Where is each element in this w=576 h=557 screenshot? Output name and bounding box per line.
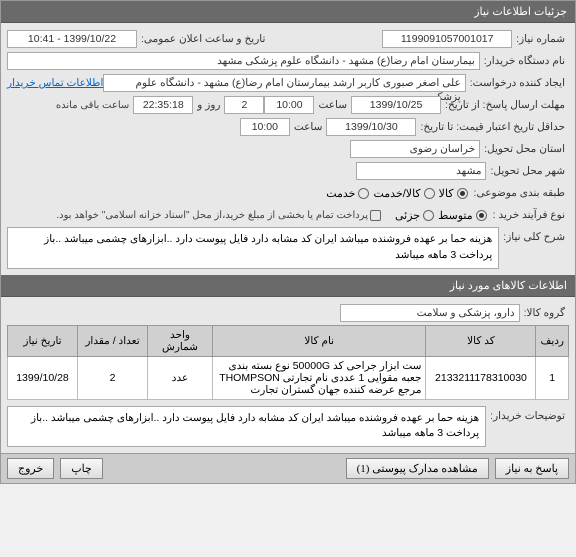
- radio-service-label: خدمت: [326, 187, 355, 200]
- province-label: استان محل تحویل:: [480, 142, 569, 156]
- footer-toolbar: پاسخ به نیاز مشاهده مدارک پیوستی (1) چاپ…: [1, 453, 575, 483]
- validity-label: حداقل تاریخ اعتبار قیمت: تا تاریخ:: [416, 120, 569, 134]
- goods-group-label: گروه کالا:: [520, 306, 569, 320]
- radio-minor-group[interactable]: جزئی: [395, 209, 434, 222]
- radio-service[interactable]: [358, 188, 369, 199]
- payment-check-group[interactable]: [370, 210, 381, 221]
- payment-checkbox[interactable]: [370, 210, 381, 221]
- need-number-field: 1199091057001017: [382, 30, 512, 48]
- city-field: مشهد: [356, 162, 486, 180]
- radio-goods-service[interactable]: [424, 188, 435, 199]
- buyer-org-field: بیمارستان امام رضا(ع) مشهد - دانشگاه علو…: [7, 52, 480, 70]
- payment-note: پرداخت تمام یا بخشی از مبلغ خرید،از محل …: [56, 210, 368, 221]
- close-button[interactable]: خروج: [7, 458, 54, 479]
- col-idx: ردیف: [536, 325, 569, 356]
- col-date: تاریخ نیاز: [8, 325, 78, 356]
- buyer-org-label: نام دستگاه خریدار:: [480, 54, 569, 68]
- radio-medium[interactable]: [476, 210, 487, 221]
- radio-goods[interactable]: [457, 188, 468, 199]
- budget-label: طبقه بندی موضوعی:: [470, 186, 569, 200]
- cell-code: 2133211178310030: [426, 356, 536, 399]
- col-code: کد کالا: [426, 325, 536, 356]
- goods-section-header: اطلاعات کالاهای مورد نیاز: [1, 275, 575, 297]
- summary-label: شرح کلی نیاز:: [499, 227, 569, 244]
- province-field: خراسان رضوی: [350, 140, 480, 158]
- day-and-label: روز و: [193, 98, 224, 112]
- goods-table: ردیف کد کالا نام کالا واحد شمارش تعداد /…: [7, 325, 569, 400]
- col-name: نام کالا: [213, 325, 426, 356]
- buyer-notes-text: هزینه حما بر عهده فروشنده میباشد ایران ک…: [7, 406, 486, 448]
- radio-medium-group[interactable]: متوسط: [438, 209, 487, 222]
- radio-service-group[interactable]: خدمت: [326, 187, 369, 200]
- reply-button[interactable]: پاسخ به نیاز: [495, 458, 569, 479]
- remaining-label: ساعت باقی مانده: [52, 99, 133, 112]
- cell-date: 1399/10/28: [8, 356, 78, 399]
- deadline-countdown: 22:35:18: [133, 96, 193, 114]
- process-label: نوع فرآیند خرید :: [489, 208, 569, 222]
- announce-label: تاریخ و ساعت اعلان عمومی:: [137, 32, 269, 46]
- deadline-days: 2: [224, 96, 264, 114]
- creator-label: ایجاد کننده درخواست:: [466, 76, 569, 90]
- summary-text: هزینه حما بر عهده فروشنده میباشد ایران ک…: [7, 227, 499, 269]
- goods-group-field: دارو، پزشکی و سلامت: [340, 304, 520, 322]
- validity-date: 1399/10/30: [326, 118, 416, 136]
- radio-goods-service-group[interactable]: کالا/خدمت: [373, 187, 434, 200]
- radio-minor-label: جزئی: [395, 209, 420, 222]
- radio-goods-label: کالا: [439, 187, 454, 200]
- table-row: 12133211178310030ست ابزار جراحی کد 50000…: [8, 356, 569, 399]
- col-unit: واحد شمارش: [148, 325, 213, 356]
- creator-field: علی اصغر صبوری کاربر ارشد بیمارستان امام…: [103, 74, 465, 92]
- radio-goods-service-label: کالا/خدمت: [373, 187, 420, 200]
- attachments-button[interactable]: مشاهده مدارک پیوستی (1): [346, 458, 489, 479]
- announce-datetime-field: 1399/10/22 - 10:41: [7, 30, 137, 48]
- deadline-from-date: 1399/10/25: [351, 96, 441, 114]
- cell-idx: 1: [536, 356, 569, 399]
- buyer-notes-label: توضیحات خریدار:: [486, 406, 569, 423]
- need-number-label: شماره نیاز:: [512, 32, 569, 46]
- table-header-row: ردیف کد کالا نام کالا واحد شمارش تعداد /…: [8, 325, 569, 356]
- col-qty: تعداد / مقدار: [78, 325, 148, 356]
- main-panel: جزئیات اطلاعات نیاز شماره نیاز: 11990910…: [0, 0, 576, 484]
- print-button[interactable]: چاپ: [60, 458, 103, 479]
- cell-unit: عدد: [148, 356, 213, 399]
- radio-minor[interactable]: [423, 210, 434, 221]
- validity-time: 10:00: [240, 118, 290, 136]
- hour-label-1: ساعت: [314, 98, 351, 112]
- radio-medium-label: متوسط: [438, 209, 473, 222]
- hour-label-2: ساعت: [290, 120, 327, 134]
- city-label: شهر محل تحویل:: [486, 164, 569, 178]
- radio-goods-group[interactable]: کالا: [439, 187, 468, 200]
- deadline-from-time: 10:00: [264, 96, 314, 114]
- cell-name: ست ابزار جراحی کد 50000G نوع بسته بندی ج…: [213, 356, 426, 399]
- need-details-header: جزئیات اطلاعات نیاز: [1, 1, 575, 23]
- deadline-label: مهلت ارسال پاسخ: از تاریخ:: [441, 98, 569, 112]
- goods-section-body: گروه کالا: دارو، پزشکی و سلامت ردیف کد ک…: [1, 297, 575, 454]
- need-details-body: شماره نیاز: 1199091057001017 تاریخ و ساع…: [1, 23, 575, 275]
- buyer-contact-link[interactable]: اطلاعات تماس خریدار: [7, 77, 103, 89]
- cell-qty: 2: [78, 356, 148, 399]
